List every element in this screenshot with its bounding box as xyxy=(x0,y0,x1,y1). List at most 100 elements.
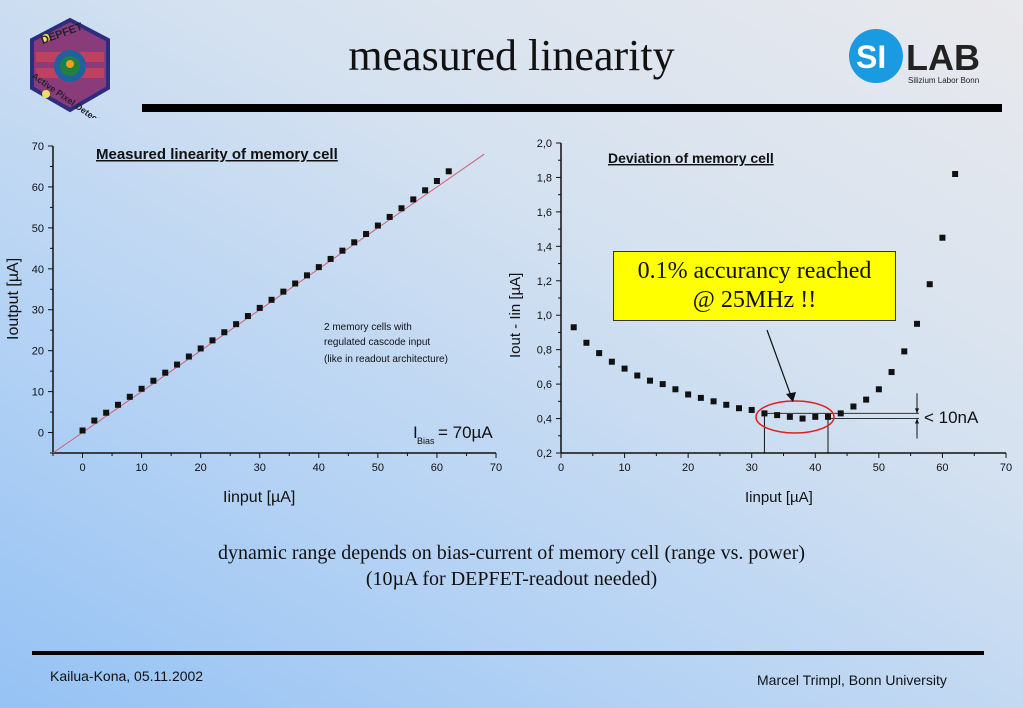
data-point xyxy=(103,409,110,416)
data-point xyxy=(126,393,133,400)
svg-text:Silizium Labor Bonn: Silizium Labor Bonn xyxy=(908,76,979,85)
x-tick-label: 20 xyxy=(195,462,207,474)
data-point xyxy=(386,213,393,220)
data-point xyxy=(91,417,98,424)
x-tick-label: 50 xyxy=(873,462,885,474)
y-tick-label: 1,4 xyxy=(537,241,552,253)
data-point xyxy=(433,177,440,184)
y-tick-label: 20 xyxy=(32,346,44,358)
x-tick-label: 10 xyxy=(618,462,630,474)
data-point xyxy=(422,187,429,194)
callout-arrow xyxy=(766,329,792,397)
arrow-up-head xyxy=(915,418,919,424)
deviation-y-label: Iout - Iin [µA] xyxy=(507,273,524,358)
silab-logo: SI LAB Silizium Labor Bonn xyxy=(849,29,980,85)
data-point xyxy=(685,391,692,398)
x-tick-label: 30 xyxy=(254,462,266,474)
annotation-line-3: (like in readout architecture) xyxy=(324,354,448,365)
data-point xyxy=(710,398,717,405)
x-tick-label: 0 xyxy=(558,462,564,474)
footer-location-date: Kailua-Kona, 05.11.2002 xyxy=(50,668,204,684)
data-point xyxy=(162,369,169,376)
data-point xyxy=(621,365,628,372)
data-point xyxy=(174,361,181,368)
data-point xyxy=(327,255,334,262)
callout-line-2: @ 25MHz !! xyxy=(692,287,817,313)
y-tick-label: 10 xyxy=(32,387,44,399)
data-point xyxy=(914,320,920,327)
data-point xyxy=(939,234,946,241)
data-point xyxy=(875,386,882,393)
bias-value: = 70µA xyxy=(438,423,493,442)
data-point xyxy=(786,413,793,420)
deviation-x-label: Iinput [µA] xyxy=(745,489,813,506)
data-point xyxy=(608,358,615,365)
data-point xyxy=(774,412,781,419)
data-point xyxy=(410,196,417,203)
data-point xyxy=(888,369,895,376)
linearity-chart: 0 10 20 30 40 50 60 70 0 10 20 30 40 50 60 70 xyxy=(32,141,502,474)
y-tick-label: 60 xyxy=(32,182,44,194)
bias-label: I xyxy=(413,423,418,442)
annotation-line-2: regulated cascode input xyxy=(324,337,430,348)
x-tick-label: 50 xyxy=(372,462,384,474)
data-point xyxy=(697,394,704,401)
footer-author: Marcel Trimpl, Bonn University xyxy=(757,672,947,688)
data-point xyxy=(374,222,381,229)
y-tick-label: 50 xyxy=(32,223,44,235)
data-point xyxy=(233,321,240,328)
data-point xyxy=(812,413,819,420)
data-point xyxy=(256,304,263,311)
data-point xyxy=(672,386,679,393)
data-point xyxy=(596,350,603,357)
svg-text:SI: SI xyxy=(856,39,886,75)
data-point xyxy=(138,385,145,392)
annotation-line-1: 2 memory cells with xyxy=(324,322,412,333)
data-point xyxy=(315,264,322,271)
y-tick-label: 1,8 xyxy=(537,172,552,184)
data-point xyxy=(363,230,370,237)
data-point xyxy=(221,329,228,336)
y-tick-label: 0,8 xyxy=(537,345,552,357)
y-tick-label: 0,4 xyxy=(537,414,552,426)
data-point xyxy=(748,406,755,413)
data-point xyxy=(583,339,590,346)
svg-text:LAB: LAB xyxy=(906,37,980,78)
data-point xyxy=(280,288,287,295)
fit-line xyxy=(52,153,485,454)
data-point xyxy=(570,324,577,331)
data-point xyxy=(351,239,358,246)
data-point xyxy=(850,403,857,410)
linearity-y-label: Ioutput [µA] xyxy=(5,258,22,340)
data-point xyxy=(952,171,959,177)
x-tick-label: 60 xyxy=(431,462,443,474)
y-tick-label: 0,2 xyxy=(537,448,552,460)
deviation-chart: 0 10 20 30 40 50 60 70 0,2 0,4 0,6 0,8 1,0 1,2 1,4 1,6 1… xyxy=(537,138,1012,474)
highlight-ellipse xyxy=(755,400,835,434)
arrow-down-head xyxy=(915,408,919,414)
data-point xyxy=(837,410,844,417)
slide-caption: dynamic range depends on bias-current of… xyxy=(0,540,1023,592)
data-point xyxy=(825,413,831,420)
data-point xyxy=(268,296,275,303)
title-divider xyxy=(142,104,1002,112)
data-point xyxy=(398,205,405,212)
data-point xyxy=(659,381,666,388)
data-point xyxy=(926,281,933,288)
caption-line-1: dynamic range depends on bias-current of… xyxy=(217,542,805,564)
charts-canvas: 0 10 20 30 40 50 60 70 0 10 20 30 40 50 60 70 0 10 20 30 40… xyxy=(5,138,1012,506)
x-tick-label: 30 xyxy=(746,462,758,474)
data-point xyxy=(634,372,641,379)
x-tick-label: 40 xyxy=(809,462,821,474)
data-point xyxy=(114,401,121,408)
range-label: < 10nA xyxy=(924,408,979,427)
linearity-chart-title: Measured linearity of memory cell xyxy=(96,146,338,163)
data-point xyxy=(761,410,768,417)
bias-subscript: Bias xyxy=(417,436,435,446)
y-tick-label: 1,0 xyxy=(537,310,552,322)
data-point xyxy=(197,345,204,352)
x-tick-label: 10 xyxy=(135,462,147,474)
x-tick-label: 20 xyxy=(682,462,694,474)
deviation-chart-title: Deviation of memory cell xyxy=(608,150,774,166)
data-point xyxy=(339,247,346,254)
